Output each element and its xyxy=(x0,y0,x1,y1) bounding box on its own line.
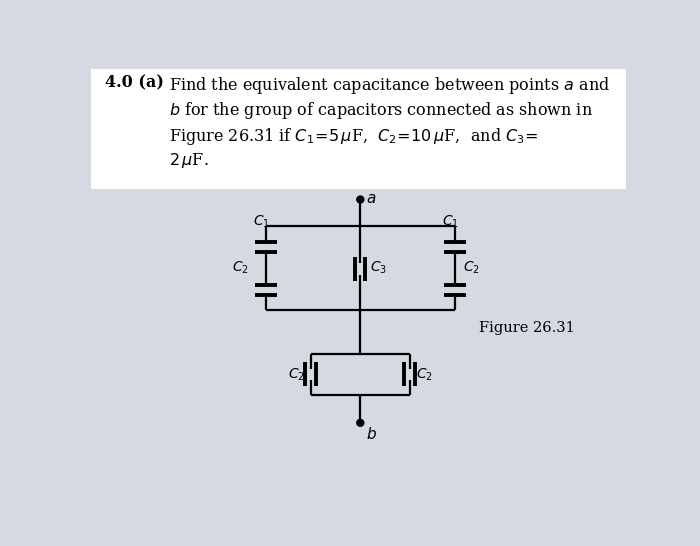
Text: Find the equivalent capacitance between points $\mathit{a}$ and: Find the equivalent capacitance between … xyxy=(169,75,610,96)
Circle shape xyxy=(357,196,364,203)
Text: $C_3$: $C_3$ xyxy=(370,260,386,276)
Text: $C_2$: $C_2$ xyxy=(463,259,480,276)
Text: $C_1$: $C_1$ xyxy=(253,214,270,230)
Text: $C_2$: $C_2$ xyxy=(232,259,248,276)
Text: $C_1$: $C_1$ xyxy=(442,214,458,230)
Text: 4.0 (a): 4.0 (a) xyxy=(104,75,163,92)
Text: $2\,\mu$F.: $2\,\mu$F. xyxy=(169,151,209,170)
Text: $b$: $b$ xyxy=(367,426,377,442)
FancyBboxPatch shape xyxy=(92,69,626,189)
Text: $C_2$: $C_2$ xyxy=(288,367,304,383)
Text: Figure 26.31 if $C_1\!=\!5\,\mu$F,  $C_2\!=\!10\,\mu$F,  and $C_3\!=$: Figure 26.31 if $C_1\!=\!5\,\mu$F, $C_2\… xyxy=(169,126,538,146)
Circle shape xyxy=(357,419,364,426)
Text: Figure 26.31: Figure 26.31 xyxy=(479,321,575,335)
Text: $a$: $a$ xyxy=(367,192,377,206)
Text: $C_2$: $C_2$ xyxy=(416,367,433,383)
Text: $\mathit{b}$ for the group of capacitors connected as shown in: $\mathit{b}$ for the group of capacitors… xyxy=(169,100,593,121)
